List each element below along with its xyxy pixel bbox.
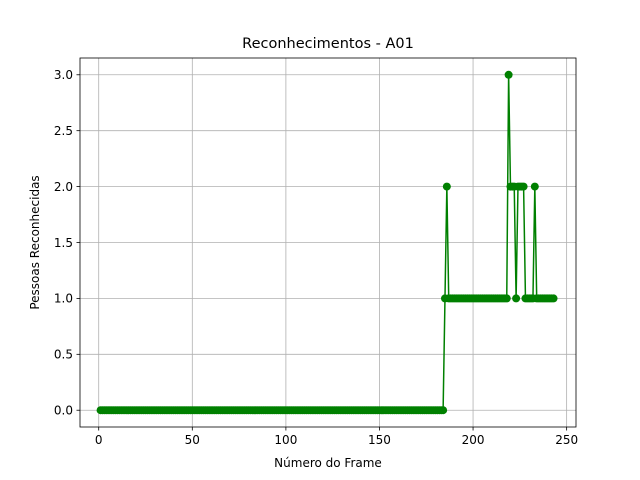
x-tick-label: 250 xyxy=(555,433,578,447)
data-point xyxy=(530,182,539,191)
data-point xyxy=(502,294,511,303)
data-point xyxy=(549,294,558,303)
y-tick-label: 1.0 xyxy=(54,292,73,306)
y-axis-label: Pessoas Reconhecidas xyxy=(28,175,42,309)
y-tick-label: 2.0 xyxy=(54,180,73,194)
data-point xyxy=(439,406,448,415)
y-tick-label: 0.5 xyxy=(54,348,73,362)
y-tick-label: 1.5 xyxy=(54,236,73,250)
x-tick-label: 50 xyxy=(185,433,200,447)
axis-ticks: 0 50 100 150 200 250 0.0 0.5 1.0 1.5 2.0 2.5 3.0 xyxy=(54,68,578,447)
data-series xyxy=(96,70,558,415)
data-point xyxy=(442,182,451,191)
x-tick-label: 200 xyxy=(462,433,485,447)
y-tick-label: 3.0 xyxy=(54,68,73,82)
x-tick-label: 150 xyxy=(368,433,391,447)
data-point xyxy=(504,70,513,79)
chart-title: Reconhecimentos - A01 xyxy=(242,36,414,52)
data-point xyxy=(519,182,528,191)
x-tick-label: 0 xyxy=(95,433,103,447)
x-tick-label: 100 xyxy=(274,433,297,447)
y-tick-label: 0.0 xyxy=(54,404,73,418)
y-tick-label: 2.5 xyxy=(54,124,73,138)
data-point xyxy=(512,294,521,303)
grid-lines xyxy=(80,58,576,427)
x-axis-label: Número do Frame xyxy=(274,456,382,470)
